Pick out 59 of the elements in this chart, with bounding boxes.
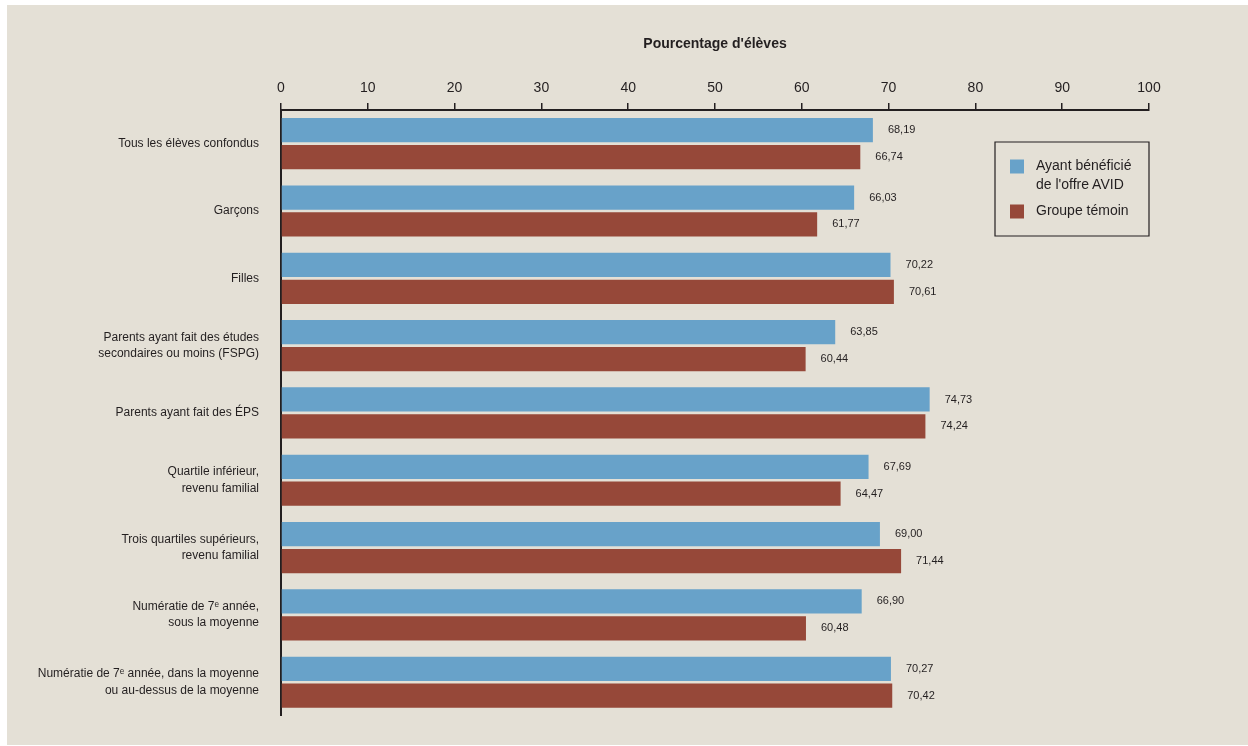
data-label: 68,19 (887, 123, 916, 136)
data-label: 70,22 (905, 257, 934, 270)
legend-label: Groupe témoin (1036, 202, 1129, 219)
y-tick-label: Numératie de 7ᵉ année, dans la moyenne ou au-dessus de la moyenne (37, 666, 260, 697)
data-label: 69,00 (894, 527, 923, 540)
y-tick-label: Parents ayant fait des études secondaires ou moins (FSPG) (98, 329, 259, 361)
x-tick-label: 40 (620, 79, 637, 96)
x-tick-label: 70 (880, 79, 897, 96)
x-axis-title: Pourcentage d'élèves (643, 35, 787, 52)
bar (281, 387, 930, 412)
bar (281, 683, 893, 708)
bar (281, 522, 880, 547)
y-tick-label: Numératie de 7ᵉ année, sous la moyenne (132, 599, 260, 630)
x-tick-label: 100 (1137, 79, 1161, 96)
data-label: 66,03 (869, 190, 897, 203)
bar (281, 118, 873, 143)
bar (281, 185, 855, 210)
bar (281, 212, 818, 237)
bar (281, 454, 869, 479)
x-tick-label: 0 (277, 79, 286, 96)
bar (281, 346, 806, 372)
data-label: 64,47 (855, 486, 884, 499)
data-label: 70,61 (908, 284, 937, 297)
bar (281, 616, 806, 641)
data-label: 74,73 (944, 392, 973, 405)
x-tick-label: 60 (794, 79, 810, 96)
data-label: 63,85 (850, 325, 878, 338)
x-tick-label: 80 (967, 79, 984, 96)
data-label: 70,27 (905, 661, 934, 674)
y-tick-label: Garçons (213, 203, 259, 218)
bar (281, 589, 862, 614)
x-tick-label: 30 (533, 79, 550, 96)
data-label: 60,44 (820, 352, 849, 365)
data-label: 60,48 (820, 621, 849, 634)
bar (281, 414, 926, 439)
bar (281, 481, 841, 506)
bar (281, 279, 894, 304)
y-tick-label: Trois quartiles supérieurs, revenu familial (121, 531, 259, 563)
data-label: 74,24 (940, 419, 968, 432)
bar (281, 656, 891, 681)
data-label: 61,77 (832, 217, 860, 230)
y-tick-label: Filles (230, 270, 259, 285)
y-tick-label: Quartile inférieur, revenu familial (167, 464, 259, 495)
x-tick-label: 90 (1054, 79, 1071, 96)
y-tick-label: Parents ayant fait des ÉPS (115, 404, 259, 420)
bar (281, 320, 836, 345)
y-tick-label: Tous les élèves confondus (118, 135, 259, 150)
data-label: 66,90 (876, 594, 905, 607)
bar (281, 548, 902, 574)
bar (281, 252, 891, 277)
x-tick-label: 10 (360, 79, 376, 96)
x-tick-label: 50 (707, 79, 723, 96)
bar (281, 145, 861, 170)
data-label: 66,74 (875, 150, 903, 163)
legend-label: Ayant bénéficié de l'offre AVID (1036, 157, 1132, 193)
data-label: 70,42 (907, 688, 935, 701)
data-label: 67,69 (883, 459, 912, 472)
x-tick-label: 20 (446, 79, 463, 96)
data-label: 71,44 (916, 554, 944, 567)
